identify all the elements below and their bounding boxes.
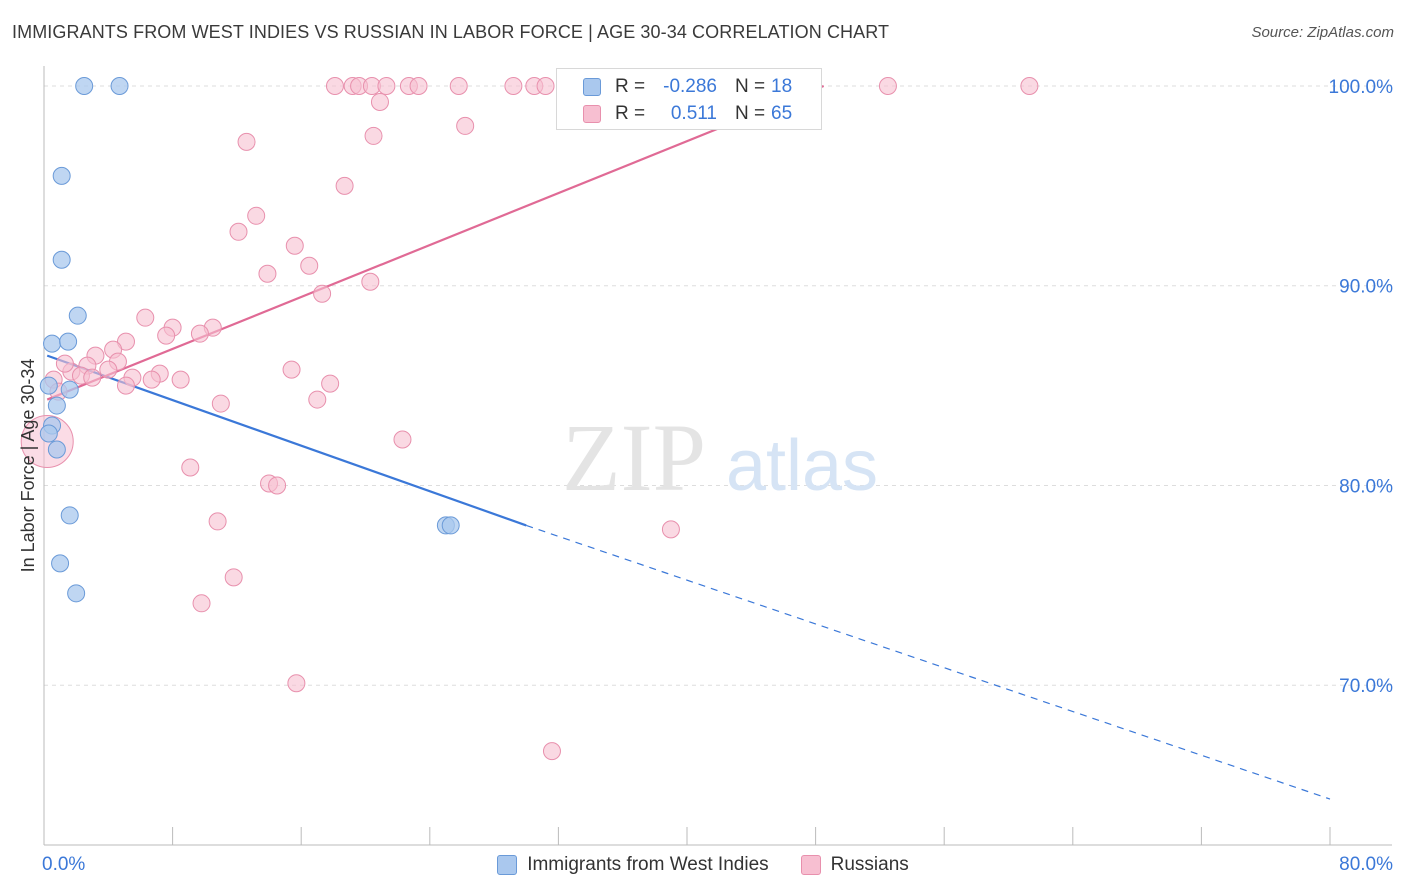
stats-row-russians: R = 0.511 N = 65 xyxy=(557,102,821,128)
data-point-west-indies xyxy=(75,76,94,95)
data-point-russians xyxy=(504,76,523,95)
legend-swatch-pink xyxy=(800,855,821,875)
data-point-russians xyxy=(211,394,230,413)
watermark: ZIP atlas xyxy=(562,404,878,511)
data-point-west-indies xyxy=(39,376,58,395)
data-point-west-indies xyxy=(68,306,87,325)
y-tick-label: 90.0% xyxy=(1339,277,1393,298)
data-point-west-indies xyxy=(60,506,79,525)
legend-item-west-indies[interactable]: Immigrants from West Indies xyxy=(497,854,769,876)
data-point-russians xyxy=(99,360,118,379)
axes xyxy=(43,66,1392,846)
stats-r-value: -0.286 xyxy=(663,76,717,97)
data-point-west-indies xyxy=(441,516,460,535)
data-point-russians xyxy=(878,76,897,95)
data-point-west-indies xyxy=(52,250,71,269)
data-point-russians xyxy=(308,390,327,409)
stats-r-label: R = xyxy=(615,76,646,97)
data-point-west-indies xyxy=(51,554,70,573)
data-point-russians xyxy=(83,368,102,387)
x-tick-label: 80.0% xyxy=(1339,854,1393,875)
data-point-west-indies xyxy=(47,396,66,415)
stats-row-west-indies: R = -0.286 N = 18 xyxy=(557,75,821,101)
data-point-russians xyxy=(325,76,344,95)
data-point-russians xyxy=(300,256,319,275)
data-point-russians xyxy=(192,594,211,613)
stats-n-value: 65 xyxy=(771,103,793,124)
stats-r-label: R = xyxy=(615,103,646,124)
data-point-russians xyxy=(409,76,428,95)
data-point-russians xyxy=(282,360,301,379)
data-point-russians xyxy=(377,76,396,95)
data-point-russians xyxy=(229,222,248,241)
data-point-russians xyxy=(542,742,561,761)
data-point-west-indies xyxy=(110,76,129,95)
stats-n-value: 18 xyxy=(771,76,793,97)
data-point-russians xyxy=(181,458,200,477)
chart-title: IMMIGRANTS FROM WEST INDIES VS RUSSIAN I… xyxy=(12,22,890,42)
source-label: Source: ZipAtlas.com xyxy=(1251,24,1394,41)
data-point-russians xyxy=(287,674,306,693)
y-axis-title: In Labor Force | Age 30-34 xyxy=(18,359,38,573)
watermark-atlas: atlas xyxy=(726,426,878,506)
data-point-russians xyxy=(335,176,354,195)
watermark-zip: ZIP xyxy=(562,404,706,511)
y-tick-label: 70.0% xyxy=(1339,676,1393,697)
data-point-russians xyxy=(393,430,412,449)
trend-line-russians xyxy=(46,84,825,401)
x-tick-label: 0.0% xyxy=(42,854,85,875)
data-point-russians xyxy=(321,374,340,393)
stats-n-label: N = xyxy=(735,76,766,97)
data-point-russians xyxy=(258,264,277,283)
data-point-west-indies xyxy=(67,584,86,603)
data-point-russians xyxy=(116,376,135,395)
data-point-russians xyxy=(142,370,161,389)
data-point-west-indies xyxy=(47,440,66,459)
data-point-russians xyxy=(536,76,555,95)
data-point-russians xyxy=(208,512,227,531)
axis-labels: 70.0% 80.0% 90.0% 100.0% 0.0% 80.0% In Labor F… xyxy=(18,77,1393,875)
legend-label: Russians xyxy=(830,854,909,875)
y-tick-label: 80.0% xyxy=(1339,476,1393,497)
data-point-russians xyxy=(247,206,266,225)
legend: Immigrants from West Indies Russians xyxy=(0,850,1406,880)
data-point-russians xyxy=(449,76,468,95)
data-point-russians xyxy=(456,116,475,135)
data-point-russians xyxy=(171,370,190,389)
stats-swatch-blue xyxy=(583,78,601,96)
legend-label: Immigrants from West Indies xyxy=(527,854,769,875)
data-point-russians xyxy=(370,92,389,111)
data-point-russians xyxy=(313,284,332,303)
data-point-russians xyxy=(661,520,680,539)
data-point-russians xyxy=(116,332,135,351)
data-point-russians xyxy=(364,126,383,145)
data-points xyxy=(20,76,1039,761)
stats-r-value: 0.511 xyxy=(670,103,717,124)
data-point-russians xyxy=(285,236,304,255)
data-point-russians xyxy=(361,272,380,291)
legend-item-russians[interactable]: Russians xyxy=(800,854,909,876)
data-point-russians xyxy=(55,354,74,373)
data-point-west-indies xyxy=(52,166,71,185)
data-point-russians xyxy=(190,324,209,343)
data-point-west-indies xyxy=(39,424,58,443)
data-point-russians xyxy=(136,308,155,327)
stats-n-label: N = xyxy=(735,103,766,124)
legend-swatch-blue xyxy=(497,855,518,875)
stats-swatch-pink xyxy=(583,105,601,123)
data-point-west-indies xyxy=(43,334,62,353)
data-point-russians xyxy=(224,568,243,587)
data-point-russians xyxy=(157,326,176,345)
stats-box: R = -0.286 N = 18 R = 0.511 N = 65 xyxy=(556,68,822,130)
data-point-west-indies xyxy=(60,380,79,399)
data-point-russians xyxy=(237,132,256,151)
y-tick-label: 100.0% xyxy=(1329,77,1394,98)
grid-lines xyxy=(44,85,1392,686)
data-point-russians xyxy=(1020,76,1039,95)
trend-line-west-indies-extrapolated xyxy=(526,524,1331,800)
data-point-west-indies xyxy=(59,332,78,351)
data-point-russians xyxy=(268,476,287,495)
